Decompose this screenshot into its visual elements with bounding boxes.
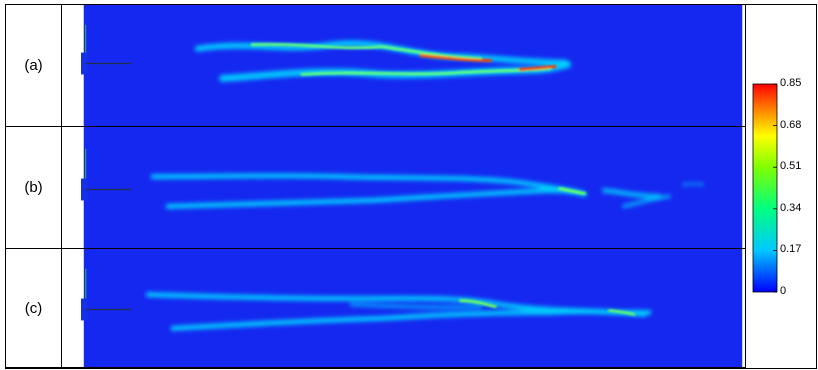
- colorbar-tick-label: 0.17: [780, 243, 802, 256]
- panel-label: (b): [6, 127, 62, 248]
- colorbar-tick-label: 0: [780, 285, 787, 297]
- injector-block: [81, 52, 88, 75]
- panel-label: (a): [6, 5, 62, 126]
- colorbar-gradient: [752, 83, 778, 293]
- colorbar-svg: [752, 83, 778, 293]
- figure-frame: (a) (b): [5, 4, 817, 369]
- field-background: [83, 127, 743, 248]
- colorbar-tick-label: 0.68: [780, 118, 802, 131]
- panel-edge-strip: [62, 127, 81, 248]
- contour-field: [81, 5, 743, 126]
- injector-block: [81, 298, 88, 321]
- contour-field: [81, 127, 743, 248]
- injector-block: [81, 178, 88, 201]
- colorbar-tick-label: 0.34: [780, 201, 802, 214]
- panel-c: (c): [6, 249, 745, 368]
- field-background: [83, 5, 743, 126]
- panel-b: (b): [6, 127, 745, 249]
- colorbar-tick-label: 0.85: [780, 77, 802, 89]
- panel-edge-strip: [62, 249, 81, 367]
- colorbar-tick-label: 0.51: [780, 160, 802, 173]
- colorbar: 0.85 0.68 0.51 0.34 0.17 0: [745, 5, 817, 368]
- colorbar-ticks: [773, 83, 777, 293]
- contour-field: [81, 249, 743, 367]
- panel-a: (a): [6, 5, 745, 127]
- panel-edge-strip: [62, 5, 81, 126]
- panel-label: (c): [6, 249, 62, 367]
